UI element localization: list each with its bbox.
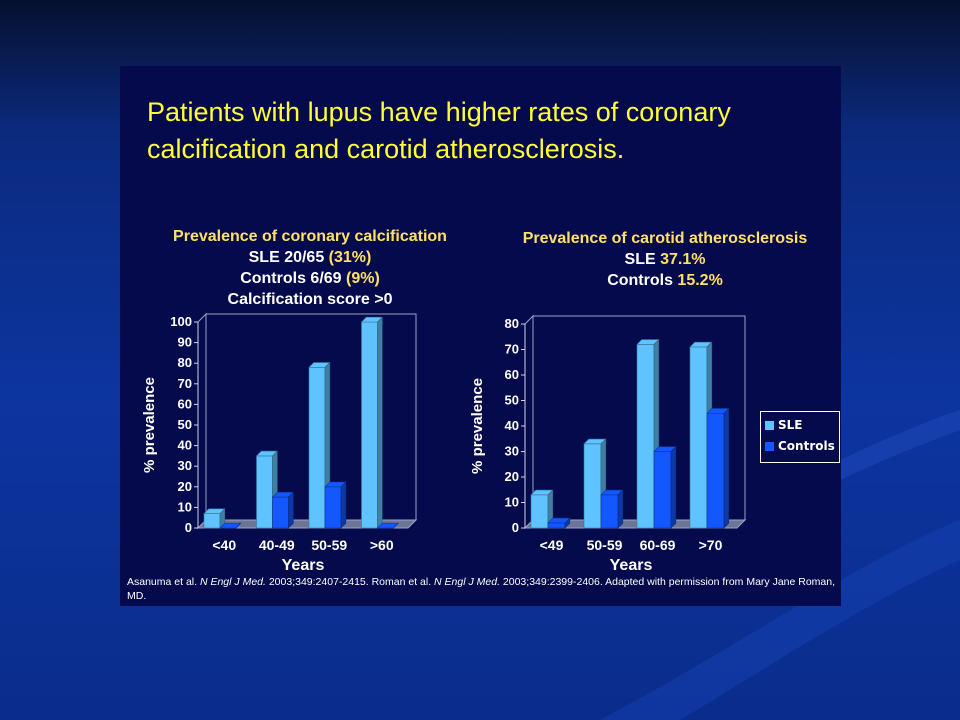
y-tick-label: 40 bbox=[178, 438, 192, 453]
carotid-atherosclerosis-chart: 0 10 20 30 40 50 60 70 80 % prevalence <49 50-59 60-… bbox=[469, 314, 747, 574]
y-tick-label: 30 bbox=[505, 444, 519, 459]
y-tick-label: 0 bbox=[185, 520, 192, 535]
y-tick-label: 20 bbox=[505, 469, 519, 484]
bar-front-controls bbox=[653, 451, 672, 529]
y-axis-label: % prevalence bbox=[141, 377, 158, 473]
y-tick-label: 20 bbox=[178, 479, 192, 494]
bar-front-sle bbox=[583, 443, 602, 529]
y-tick-label: 10 bbox=[178, 499, 192, 514]
x-category-label: >60 bbox=[370, 537, 394, 553]
y-tick-label: 10 bbox=[505, 495, 519, 510]
bar-side-controls bbox=[723, 407, 730, 529]
bar-front-controls bbox=[600, 494, 619, 529]
slide-title: Patients with lupus have higher rates of… bbox=[147, 97, 731, 164]
left-caption-score: Calcification score >0 bbox=[227, 291, 393, 308]
bar-side-controls bbox=[340, 481, 347, 529]
y-axis-label: % prevalence bbox=[469, 378, 486, 474]
legend-label-controls: Controls bbox=[778, 439, 835, 453]
bar-front-sle bbox=[689, 346, 708, 529]
y-tick-label: 30 bbox=[178, 458, 192, 473]
right-chart-caption: Prevalence of carotid atherosclerosis SL… bbox=[490, 228, 840, 291]
x-axis-label: Years bbox=[610, 557, 653, 574]
x-category-label: 40-49 bbox=[259, 537, 295, 553]
legend-item-controls: Controls bbox=[765, 439, 835, 453]
y-tick-label: 50 bbox=[178, 417, 192, 432]
bar-front-sle bbox=[636, 344, 655, 529]
x-category-label: 50-59 bbox=[587, 537, 623, 553]
y-tick-label: 60 bbox=[178, 396, 192, 411]
bar-side-controls bbox=[670, 445, 677, 529]
y-tick-label: 40 bbox=[505, 418, 519, 433]
bar-side-controls bbox=[393, 522, 399, 529]
x-axis-label: Years bbox=[282, 557, 325, 574]
bar-side-controls bbox=[235, 522, 242, 529]
bar-front-sle bbox=[530, 494, 549, 529]
bar-side-controls bbox=[564, 517, 571, 529]
x-category-label: <40 bbox=[212, 537, 236, 553]
bar-front-controls bbox=[706, 412, 725, 529]
coronary-calcification-chart: 0 10 20 30 40 50 60 70 80 90 100 % prevalence <40 40-… bbox=[141, 312, 418, 574]
right-caption-controls: Controls 15.2% bbox=[607, 272, 723, 289]
bar-front-controls bbox=[547, 522, 566, 529]
y-tick-label: 100 bbox=[170, 314, 192, 329]
y-tick-label: 70 bbox=[505, 342, 519, 357]
x-category-label: 60-69 bbox=[640, 537, 676, 553]
left-chart-caption: Prevalence of coronary calcification SLE… bbox=[140, 226, 480, 310]
right-caption-heading: Prevalence of carotid atherosclerosis bbox=[522, 230, 808, 247]
left-caption-sle: SLE 20/65 (31%) bbox=[248, 249, 372, 266]
left-caption-heading: Prevalence of coronary calcification bbox=[173, 228, 447, 245]
x-category-label: >70 bbox=[699, 537, 723, 553]
legend-item-sle: SLE bbox=[765, 418, 803, 432]
y-tick-label: 80 bbox=[505, 316, 519, 331]
x-category-label: <49 bbox=[540, 537, 564, 553]
slide-content-panel: Patients with lupus have higher rates of… bbox=[120, 66, 841, 606]
citation: Asanuma et al. N Engl J Med. 2003;349:24… bbox=[127, 576, 836, 602]
y-tick-label: 70 bbox=[178, 376, 192, 391]
y-tick-label: 90 bbox=[178, 335, 192, 350]
y-tick-label: 80 bbox=[178, 355, 192, 370]
left-caption-controls: Controls 6/69 (9%) bbox=[240, 270, 380, 287]
right-caption-sle: SLE 37.1% bbox=[624, 251, 706, 268]
legend-swatch-controls bbox=[765, 441, 774, 451]
legend-swatch-sle bbox=[765, 420, 774, 430]
x-category-label: 50-59 bbox=[311, 537, 347, 553]
chart-legend: SLE Controls bbox=[760, 411, 840, 463]
legend-label-sle: SLE bbox=[778, 418, 803, 432]
y-tick-label: 50 bbox=[505, 393, 519, 408]
y-tick-label: 0 bbox=[512, 520, 519, 535]
y-tick-label: 60 bbox=[505, 367, 519, 382]
bar-side-controls bbox=[617, 489, 624, 529]
bar-side-controls bbox=[288, 491, 294, 529]
